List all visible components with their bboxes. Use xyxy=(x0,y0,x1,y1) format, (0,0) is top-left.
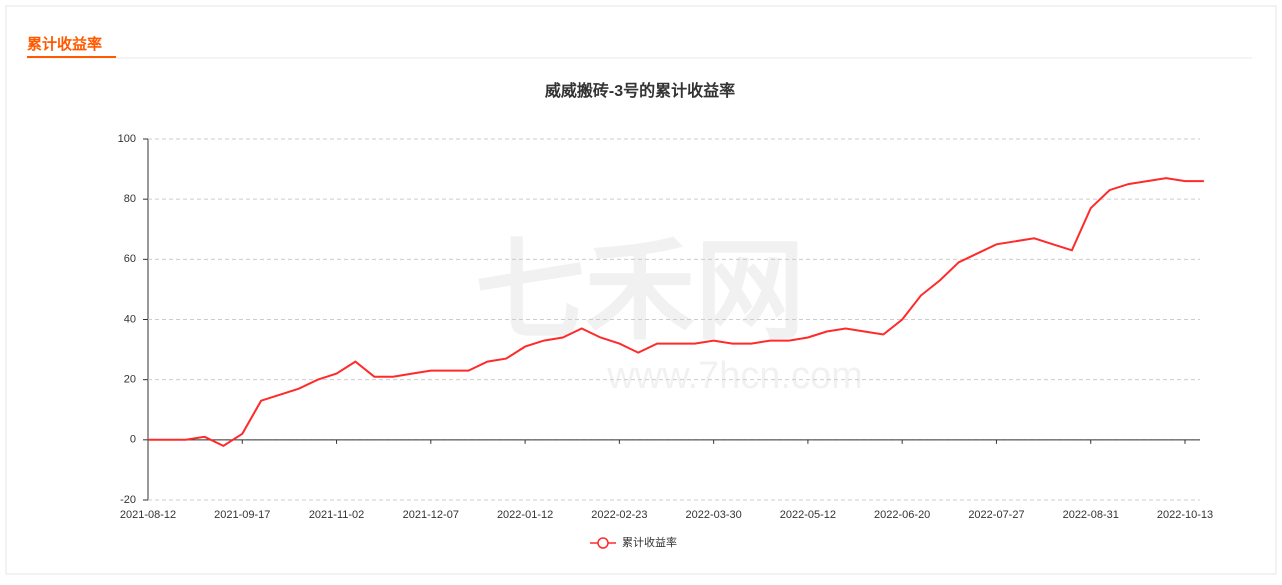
x-tick-label: 2022-05-12 xyxy=(780,509,836,521)
card xyxy=(5,5,1277,575)
y-tick-label: 60 xyxy=(124,253,136,265)
y-tick-label: 40 xyxy=(124,313,136,325)
chart-title: 威威搬砖-3号的累计收益率 xyxy=(545,81,735,100)
x-tick-label: 2022-07-27 xyxy=(968,509,1024,521)
y-tick-label: 80 xyxy=(124,193,136,205)
x-tick-label: 2021-11-02 xyxy=(309,509,364,521)
y-tick-label: 20 xyxy=(124,374,136,386)
legend-marker xyxy=(597,537,609,549)
x-tick-label: 2022-03-30 xyxy=(685,509,741,521)
y-tick-label: 100 xyxy=(118,133,136,145)
x-tick-label: 2022-08-31 xyxy=(1063,509,1119,521)
legend-label: 累计收益率 xyxy=(622,535,677,549)
x-tick-label: 2021-08-12 xyxy=(120,509,176,521)
y-tick-label: 0 xyxy=(130,434,136,446)
x-tick-label: 2022-06-20 xyxy=(874,509,930,521)
watermark: 七禾网 xyxy=(475,230,805,353)
x-tick-label: 2022-10-13 xyxy=(1157,509,1213,521)
section-title: 累计收益率 xyxy=(27,35,102,53)
x-tick-label: 2021-09-17 xyxy=(214,509,270,521)
watermark-url: www.7hcn.com xyxy=(606,355,863,397)
y-tick-label: -20 xyxy=(120,494,136,506)
x-tick-label: 2021-12-07 xyxy=(403,509,459,521)
series-line xyxy=(148,177,1204,448)
x-tick-label: 2022-01-12 xyxy=(497,509,553,521)
x-tick-label: 2022-02-23 xyxy=(591,509,647,521)
